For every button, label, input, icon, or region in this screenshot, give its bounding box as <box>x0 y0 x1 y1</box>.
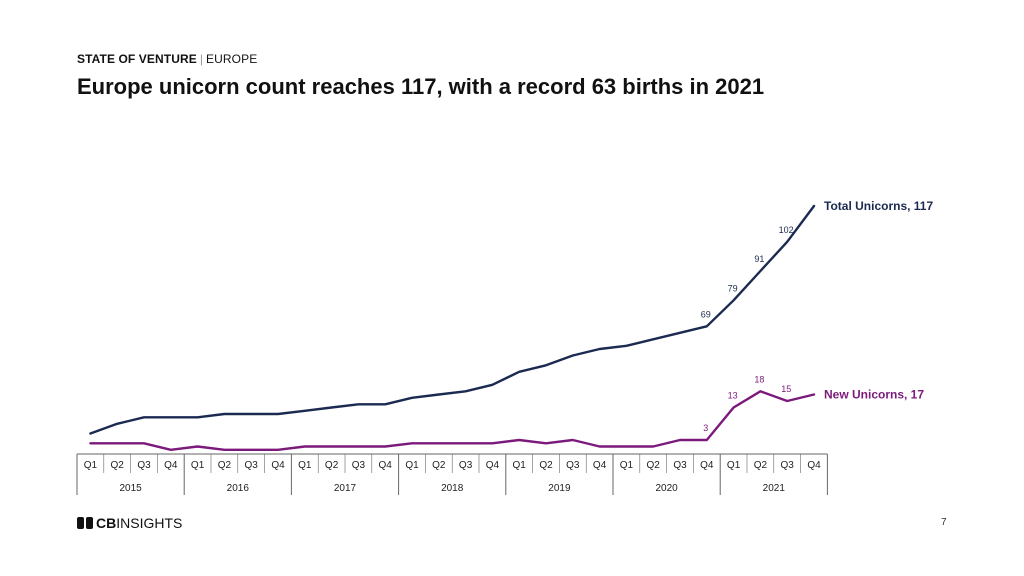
x-tick-label: Q2 <box>111 460 125 471</box>
x-tick-label: Q3 <box>137 460 151 471</box>
x-tick-label: Q4 <box>700 460 714 471</box>
x-tick-label: Q4 <box>379 460 393 471</box>
x-tick-label: Q1 <box>513 460 527 471</box>
data-labels: 69 79 91 102 Total Unicorns, 117 3 13 18 15 New U… <box>701 199 934 433</box>
x-tick-label: Q3 <box>352 460 366 471</box>
x-axis: Q1 Q2 Q3 Q4 Q1 Q2 Q3 Q4 Q1 Q2 Q3 Q4 Q1 Q2 Q3 Q4 Q1 Q2 Q3 Q4… <box>76 453 828 495</box>
new-unicorns-line <box>89 390 816 451</box>
total-unicorns-end-label: Total Unicorns, 117 <box>824 199 933 213</box>
x-tick-label: Q2 <box>325 460 339 471</box>
total-unicorns-data-label: 79 <box>728 283 738 293</box>
year-label: 2018 <box>441 483 464 494</box>
x-tick-label: Q4 <box>486 460 500 471</box>
year-label: 2021 <box>763 483 786 494</box>
page-title: Europe unicorn count reaches 117, with a… <box>77 74 765 99</box>
total-unicorns-data-label: 91 <box>754 254 764 264</box>
x-tick-label: Q1 <box>727 460 741 471</box>
new-unicorns-data-label: 3 <box>703 423 708 433</box>
logo-text-insights: INSIGHTS <box>116 515 183 531</box>
x-tick-label: Q3 <box>245 460 259 471</box>
x-tick-label: Q4 <box>807 460 821 471</box>
kicker-section: STATE OF VENTURE <box>77 52 197 66</box>
x-tick-label: Q3 <box>673 460 687 471</box>
x-tick-label: Q3 <box>459 460 473 471</box>
new-unicorns-data-label: 13 <box>728 391 738 401</box>
x-tick-label: Q2 <box>432 460 446 471</box>
x-tick-label: Q2 <box>539 460 553 471</box>
total-unicorns-data-label: 102 <box>779 225 794 235</box>
year-label: 2016 <box>227 483 250 494</box>
x-tick-label: Q2 <box>647 460 661 471</box>
year-label: 2015 <box>119 483 142 494</box>
cb-logo-icon <box>77 517 93 529</box>
page-number: 7 <box>941 517 947 528</box>
x-tick-label: Q1 <box>298 460 312 471</box>
x-tick-label: Q2 <box>218 460 232 471</box>
x-tick-label: Q4 <box>164 460 178 471</box>
kicker-separator: | <box>199 52 204 66</box>
x-tick-label: Q1 <box>191 460 205 471</box>
series-lines <box>89 204 816 451</box>
year-label: 2020 <box>655 483 678 494</box>
year-label: 2019 <box>548 483 571 494</box>
kicker-region: EUROPE <box>206 52 258 66</box>
new-unicorns-data-label: 15 <box>781 384 791 394</box>
x-tick-label: Q1 <box>405 460 419 471</box>
new-unicorns-end-label: New Unicorns, 17 <box>824 388 924 402</box>
x-tick-label: Q1 <box>620 460 634 471</box>
total-unicorns-data-label: 69 <box>701 309 711 319</box>
x-tick-label: Q4 <box>593 460 607 471</box>
total-unicorns-line <box>89 204 816 435</box>
cb-insights-logo: CB INSIGHTS <box>77 515 182 531</box>
section-kicker: STATE OF VENTURE | EUROPE <box>77 52 257 66</box>
new-unicorns-data-label: 18 <box>754 374 764 384</box>
x-tick-label: Q1 <box>84 460 98 471</box>
unicorn-line-chart: Q1 Q2 Q3 Q4 Q1 Q2 Q3 Q4 Q1 Q2 Q3 Q4 Q1 Q2 Q3 Q4 Q1 Q2 Q3 Q4… <box>76 199 934 495</box>
x-tick-label: Q3 <box>781 460 795 471</box>
year-label: 2017 <box>334 483 357 494</box>
x-tick-label: Q4 <box>271 460 285 471</box>
logo-text-cb: CB <box>96 515 117 531</box>
x-tick-label: Q3 <box>566 460 580 471</box>
x-tick-label: Q2 <box>754 460 768 471</box>
